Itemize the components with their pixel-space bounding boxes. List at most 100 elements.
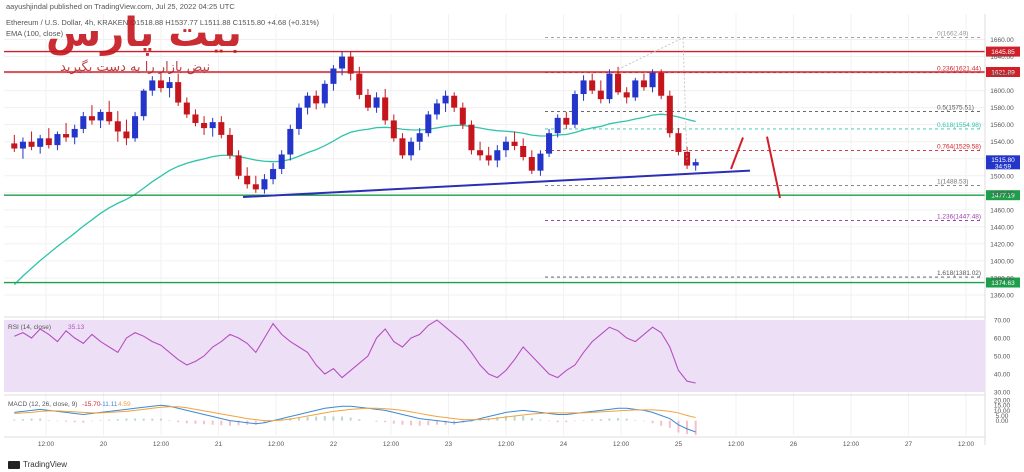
candle-body [71, 128, 78, 138]
candle-body [459, 107, 466, 125]
candle-body [442, 95, 449, 104]
x-tick-label: 12:00 [843, 441, 860, 448]
candle-body [640, 80, 647, 88]
symbol-line: Ethereum / U.S. Dollar, 4h, KRAKEN O1518… [6, 18, 319, 27]
candle-body [675, 133, 682, 152]
candle-body [520, 145, 527, 158]
x-tick-label: 23 [445, 441, 453, 448]
candle-body [304, 95, 311, 108]
candle-body [175, 82, 182, 103]
candle-body [295, 107, 302, 129]
x-tick-label: 25 [675, 441, 683, 448]
candle-body [123, 131, 130, 139]
fib-label: 0(1662.49) [937, 30, 968, 37]
candle-body [37, 138, 44, 147]
fib-label: 0.764(1529.58) [937, 144, 981, 151]
candle-body [252, 184, 259, 190]
macd-tick-label: 15.00 [994, 403, 1011, 410]
level-label: 1645.85 [991, 49, 1015, 56]
y-tick-label: 1440.00 [990, 224, 1014, 231]
candle-body [235, 155, 242, 176]
candle-body [468, 124, 475, 151]
candle-body [313, 95, 320, 104]
x-tick-label: 27 [905, 441, 913, 448]
x-tick-label: 26 [790, 441, 798, 448]
fib-label: 0.5(1575.51) [937, 104, 974, 111]
candle-body [19, 141, 26, 149]
y-tick-label: 1540.00 [990, 139, 1014, 146]
candle-body [692, 162, 699, 166]
footer-brand: TradingView [23, 460, 68, 469]
candle-body [270, 168, 277, 180]
macd-title: MACD (12, 26, close, 9) [8, 401, 77, 408]
time-axis: 12:00 20 12:00 21 12:00 22 12:00 23 12:00 24 12:00… [4, 436, 985, 448]
x-tick-label: 22 [330, 441, 338, 448]
candle-body [563, 117, 570, 125]
y-tick-label: 1660.00 [990, 37, 1014, 44]
x-tick-label: 12:00 [728, 441, 745, 448]
y-tick-label: 1380.00 [990, 275, 1014, 282]
candle-body [433, 103, 440, 115]
ema-line [13, 113, 696, 286]
candle-body [261, 179, 268, 190]
candle-body [364, 94, 371, 108]
rsi-panel: 30.00 40.00 50.00 60.00 70.00 RSI (14, close)… [4, 316, 1011, 397]
candle-body [356, 73, 363, 95]
level-tag [986, 190, 1020, 201]
ema-legend: EMA (100, close) [6, 29, 64, 38]
price-axis: 1360.00 1380.00 1400.00 1420.00 1440.00 1460.… [984, 14, 1020, 445]
y-tick-label: 1400.00 [990, 258, 1014, 265]
candle-body [339, 56, 346, 69]
candle-body [97, 111, 104, 121]
candle-body [347, 56, 354, 74]
fib-label: 1.236(1447.48) [937, 213, 981, 220]
candle-body [192, 114, 199, 123]
current-price-label: 1515.80 [991, 157, 1015, 164]
rsi-title: RSI (14, close) [8, 324, 51, 331]
x-tick-label: 12:00 [383, 441, 400, 448]
fib-label: 0.236(1621.44) [937, 65, 981, 72]
candle-body [157, 80, 164, 89]
rsi-line [14, 319, 696, 384]
candle-body [658, 72, 665, 96]
candle-body [606, 73, 613, 100]
drop-arrow [766, 136, 781, 199]
macd-tick-label: 10.00 [994, 408, 1011, 415]
macd-tick-label: 5.00 [996, 413, 1009, 420]
rsi-tick-label: 50.00 [994, 354, 1011, 361]
candle-body [451, 95, 458, 108]
candle-body [209, 122, 216, 129]
rsi-tick-label: 70.00 [994, 318, 1011, 325]
candle-body [494, 150, 501, 161]
horizontal-levels: 1645.85 1621.89 1477.19 1374.63 [4, 46, 1020, 288]
level-tag [986, 66, 1020, 77]
candle-body [183, 102, 190, 115]
candle-body [63, 134, 70, 138]
fib-anchor-path [617, 37, 688, 163]
y-tick-label: 1640.00 [990, 54, 1014, 61]
site-logo[interactable]: بیت پارس [46, 10, 242, 56]
ema-layer [13, 113, 696, 286]
level-label: 1621.89 [991, 69, 1015, 76]
candle-body [287, 128, 294, 155]
macd-value: -15.70 [82, 401, 101, 408]
y-tick-label: 1360.00 [990, 292, 1014, 299]
current-price-tag [986, 155, 1020, 170]
candle-body [537, 153, 544, 171]
candle-body [321, 83, 328, 104]
rsi-tick-label: 30.00 [994, 390, 1011, 397]
candle-body [571, 94, 578, 125]
rsi-band [4, 320, 985, 392]
candle-body [666, 95, 673, 134]
candle-body [28, 141, 35, 147]
tradingview-footer[interactable]: TradingView [8, 460, 67, 469]
candle-body [201, 122, 208, 129]
fib-levels: 0(1662.49) 0.236(1621.44) 0.5(1575.51) 0.61… [545, 30, 982, 278]
y-tick-label: 1420.00 [990, 241, 1014, 248]
macd-value: 4.59 [118, 401, 131, 408]
candle-body [149, 80, 156, 91]
candle-body [615, 73, 622, 93]
level-label: 1477.19 [991, 193, 1015, 200]
candle-body [528, 157, 535, 171]
